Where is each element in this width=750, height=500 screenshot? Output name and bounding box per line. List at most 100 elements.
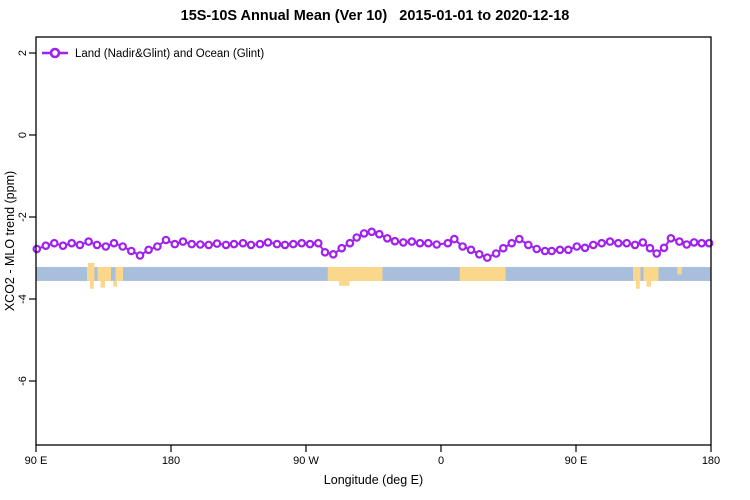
legend-label: Land (Nadir&Glint) and Ocean (Glint) <box>75 48 264 60</box>
y-tick-label: -4 <box>17 294 29 304</box>
land-fringe <box>636 280 640 289</box>
data-point-marker <box>572 242 582 251</box>
data-point-marker <box>423 238 433 248</box>
land-patch <box>459 267 506 281</box>
data-point-marker <box>374 229 384 239</box>
land-patch <box>115 267 123 281</box>
data-point-marker <box>92 240 102 250</box>
data-point-marker <box>563 245 573 255</box>
data-point-marker <box>645 243 655 253</box>
data-point-marker <box>49 238 59 248</box>
data-point-marker <box>352 233 362 242</box>
land-fringe <box>677 267 682 275</box>
data-point-marker <box>432 240 442 249</box>
data-point-marker <box>638 238 648 247</box>
data-point-marker <box>588 240 598 250</box>
y-tick-label: -2 <box>17 212 29 222</box>
data-point-marker <box>514 234 524 244</box>
y-axis: 2 0 -2 -4 -6 <box>17 50 36 386</box>
data-point-marker <box>144 245 153 255</box>
data-point-marker <box>474 250 484 259</box>
data-point-marker <box>540 246 550 256</box>
data-point-marker <box>675 237 684 246</box>
data-point-marker <box>597 238 607 248</box>
data-point-marker <box>449 234 459 244</box>
data-point-marker <box>32 244 42 254</box>
x-axis-title: Longitude (deg E) <box>323 473 424 487</box>
data-point-marker <box>697 238 707 248</box>
legend: Land (Nadir&Glint) and Ocean (Glint) <box>42 47 264 60</box>
data-point-marker <box>580 243 590 253</box>
data-point-marker <box>161 235 171 245</box>
x-tick-label: 90 E <box>565 455 588 467</box>
data-series <box>32 227 714 262</box>
data-point-marker <box>101 242 111 251</box>
data-point-marker <box>313 238 323 248</box>
data-point-marker <box>630 240 640 250</box>
data-point-marker <box>367 227 377 237</box>
data-point-marker <box>523 240 533 250</box>
chart-title: 15S-10S Annual Mean (Ver 10) 2015-01-01 … <box>180 8 570 24</box>
data-point-marker <box>555 245 565 255</box>
data-point-marker <box>153 242 162 251</box>
land-patch <box>87 267 95 281</box>
data-point-marker <box>178 237 188 246</box>
data-point-marker <box>689 238 699 247</box>
land-fringe <box>100 280 105 288</box>
data-point-marker <box>359 229 369 238</box>
data-point-marker <box>652 249 662 258</box>
data-point-marker <box>41 241 51 251</box>
data-point-marker <box>263 238 273 247</box>
data-point-marker <box>415 238 425 248</box>
data-point-marker <box>212 239 222 248</box>
x-tick-label: 90 E <box>25 455 48 467</box>
y-tick-label: 0 <box>17 132 29 138</box>
data-point-marker <box>466 245 476 255</box>
data-point-marker <box>547 246 557 256</box>
land-patch <box>97 267 111 281</box>
data-point-marker <box>443 238 453 248</box>
data-point-marker <box>532 244 542 254</box>
data-point-marker <box>229 239 239 249</box>
data-point-marker <box>407 237 417 246</box>
data-point-marker <box>337 243 347 253</box>
data-point-marker <box>297 238 307 248</box>
legend-marker-icon <box>49 47 61 59</box>
data-point-marker <box>345 238 355 248</box>
data-point-marker <box>255 239 265 249</box>
data-point-marker <box>666 234 676 243</box>
land-patch <box>633 267 641 281</box>
data-point-marker <box>127 246 136 256</box>
data-point-marker <box>196 240 205 249</box>
land-fringe <box>339 280 350 286</box>
x-tick-label: 90 W <box>293 455 319 467</box>
data-point-marker <box>204 240 214 250</box>
data-point-marker <box>118 242 128 251</box>
y-tick-label: -6 <box>17 376 29 386</box>
data-point-marker <box>305 239 315 249</box>
land-patch <box>643 267 659 281</box>
land-fringe <box>113 280 117 287</box>
x-axis: 90 E 180 90 W 0 90 E 180 <box>25 445 720 467</box>
data-point-marker <box>498 243 508 253</box>
data-point-marker <box>75 240 85 250</box>
data-point-marker <box>280 240 290 250</box>
data-point-marker <box>187 239 197 249</box>
data-point-marker <box>328 250 338 259</box>
data-point-marker <box>288 239 298 249</box>
data-point-marker <box>246 240 256 250</box>
data-point-marker <box>398 238 408 247</box>
data-point-marker <box>382 234 392 243</box>
data-point-marker <box>682 240 692 249</box>
data-point-marker <box>482 253 492 262</box>
data-point-marker <box>84 237 93 246</box>
plot-frame <box>35 36 712 446</box>
data-point-marker <box>67 238 77 248</box>
land-patch <box>327 267 383 281</box>
data-point-marker <box>605 237 615 246</box>
land-fringe <box>90 280 94 289</box>
y-axis-title: XCO2 - MLO trend (ppm) <box>3 171 17 311</box>
data-point-marker <box>320 248 330 257</box>
